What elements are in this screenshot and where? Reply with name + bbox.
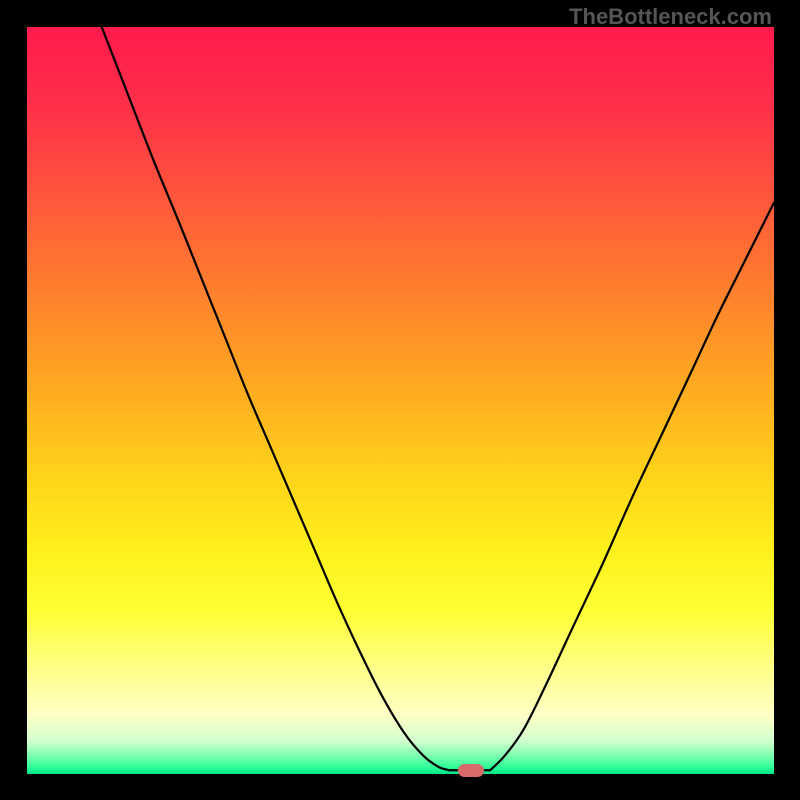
bottleneck-curve (27, 27, 774, 774)
chart-container: TheBottleneck.com (0, 0, 800, 800)
optimal-marker (458, 764, 484, 777)
plot-area (27, 27, 774, 774)
